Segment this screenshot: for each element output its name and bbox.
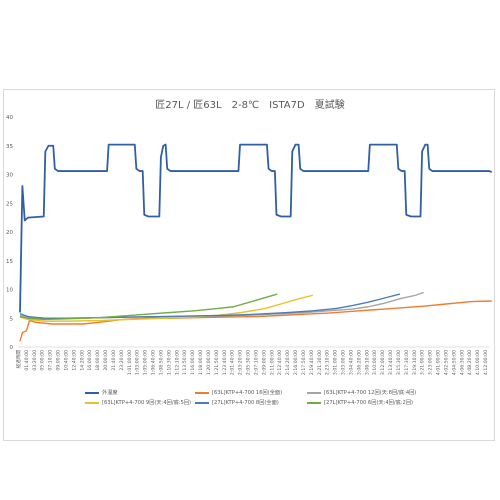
x-tick-label: 3:19:10:00 xyxy=(412,350,418,375)
legend-item-63l-12: [63L]KTP+4-700 12回(天:8回/底:4回) xyxy=(307,389,416,396)
x-tick-label: 2:16:00:00 xyxy=(293,350,299,375)
legend-swatch xyxy=(85,401,99,404)
y-tick-label: 30 xyxy=(6,173,13,179)
x-tick-label: 3:21:00:00 xyxy=(420,350,426,375)
y-tick-label: 15 xyxy=(6,259,13,265)
legend-label: [63L]KTP+4-700 12回(天:8回/底:4回) xyxy=(324,390,417,396)
x-tick-label: 2:14:20:00 xyxy=(285,350,291,375)
x-tick-label: 3:03:00:00 xyxy=(341,350,347,375)
y-tick-label: 35 xyxy=(6,144,13,150)
x-tick-label: 1:08:50:00 xyxy=(158,350,164,375)
x-tick-label: 14:20:00 xyxy=(79,350,85,371)
series-line-3 xyxy=(19,294,314,322)
legend-swatch xyxy=(85,391,99,394)
x-tick-label: 20:00:00 xyxy=(103,350,109,371)
series-lines xyxy=(19,143,493,342)
x-tick-label: 05:00:00 xyxy=(40,350,46,371)
x-tick-label: 2:09:00:00 xyxy=(261,350,267,375)
y-tick-label: 10 xyxy=(6,288,13,294)
x-tick-label: 1:23:40:00 xyxy=(222,350,228,375)
x-tick-label: 4:12:00:00 xyxy=(483,350,489,375)
legend-item-27l-8: [27L]KTP+4-700 8回(全面) xyxy=(195,399,279,406)
x-tick-label: 2:05:30:00 xyxy=(246,350,252,375)
legend-item-outside-temp: 外温度 xyxy=(85,389,118,396)
legend-swatch xyxy=(195,401,209,404)
series-line-1 xyxy=(19,300,492,342)
x-tick-label: 1:18:00:00 xyxy=(198,350,204,375)
x-tick-label: 3:01:00:00 xyxy=(333,350,339,375)
x-tick-label: 2:17:50:00 xyxy=(301,350,307,375)
legend-label: [63L]KTP+4-700 9回(天:4回/底:5回) xyxy=(102,400,192,406)
legend-item-27l-6: [27L]KTP+4-700 6回(天:4回/底:2回) xyxy=(307,399,413,406)
chart-frame xyxy=(3,89,495,441)
x-tick-label: 2:21:30:00 xyxy=(317,350,323,375)
x-tick-label: 3:08:10:00 xyxy=(364,350,370,375)
legend-label: 外温度 xyxy=(102,390,118,396)
x-tick-label: 09:00:00 xyxy=(56,350,62,371)
x-tick-label: 4:06:30:00 xyxy=(459,350,465,375)
x-tick-label: 1:12:10:00 xyxy=(174,350,180,375)
x-tick-label: 3:06:20:00 xyxy=(356,350,362,375)
legend-swatch xyxy=(195,391,209,394)
x-tick-label: 1:06:40:00 xyxy=(151,350,157,375)
x-tick-label: 4:02:50:00 xyxy=(443,350,449,375)
x-tick-label: 1:10:30:00 xyxy=(166,350,172,375)
x-tick-label: 2:19:40:00 xyxy=(309,350,315,375)
x-tick-label: 経過時間 xyxy=(15,350,22,369)
legend-label: [27L]KTP+4-700 6回(天:4回/底:2回) xyxy=(324,400,414,406)
legend-swatch xyxy=(307,401,321,404)
x-tick-label: 1:13:50:00 xyxy=(182,350,188,375)
x-tick-label: 21:40:00 xyxy=(111,350,117,371)
x-tick-label: 3:15:30:00 xyxy=(396,350,402,375)
x-tick-label: 2:01:40:00 xyxy=(230,350,236,375)
x-tick-label: 1:21:50:00 xyxy=(214,350,220,375)
x-tick-label: 10:40:00 xyxy=(63,350,69,371)
series-line-0 xyxy=(19,143,493,313)
x-tick-label: 4:04:50:00 xyxy=(451,350,457,375)
x-tick-label: 3:13:40:00 xyxy=(388,350,394,375)
x-tick-label: 03:20:00 xyxy=(32,350,38,371)
x-tick-label: 3:04:40:00 xyxy=(348,350,354,375)
legend-swatch xyxy=(307,391,321,394)
legend-item-63l-9: [63L]KTP+4-700 9回(天:4回/底:5回) xyxy=(85,399,191,406)
x-tick-label: 4:08:20:00 xyxy=(467,350,473,375)
x-tick-label: 07:10:00 xyxy=(48,350,54,371)
x-tick-label: 18:00:00 xyxy=(95,350,101,371)
x-tick-label: 4:01:00:00 xyxy=(436,350,442,375)
x-tick-label: 3:17:30:00 xyxy=(404,350,410,375)
y-tick-label: 20 xyxy=(6,230,13,236)
x-tick-label: 4:10:00:00 xyxy=(475,350,481,375)
y-tick-label: 5 xyxy=(10,316,14,322)
legend-label: [63L]KTP+4-700 16回(全面) xyxy=(212,390,283,396)
y-tick-label: 25 xyxy=(6,201,13,207)
y-axis: 0 5 10 15 20 25 30 35 40 xyxy=(6,115,14,351)
x-tick-label: 1:01:00:00 xyxy=(127,350,133,375)
x-tick-label: 1:03:00:00 xyxy=(135,350,141,375)
x-tick-label: 2:07:10:00 xyxy=(253,350,259,375)
x-tick-label: 1:16:00:00 xyxy=(190,350,196,375)
x-tick-label: 1:20:00:00 xyxy=(206,350,212,375)
legend-item-63l-16: [63L]KTP+4-700 16回(全面) xyxy=(195,389,282,396)
x-tick-label: 3:12:00:00 xyxy=(380,350,386,375)
x-tick-label: 2:11:00:00 xyxy=(269,350,275,375)
chart-title: 匠27L / 匠63L 2-8℃ ISTA7D 夏試験 xyxy=(155,100,345,111)
x-tick-label: 12:40:00 xyxy=(71,350,77,371)
y-tick-label: 0 xyxy=(10,345,14,351)
x-tick-label: 23:20:00 xyxy=(119,350,125,371)
x-tick-label: 3:10:00:00 xyxy=(372,350,378,375)
x-tick-label: 2:12:40:00 xyxy=(277,350,283,375)
series-line-5 xyxy=(19,293,278,321)
x-tick-label: 1:05:00:00 xyxy=(143,350,149,375)
x-tick-label: 2:03:20:00 xyxy=(238,350,244,375)
x-axis: 経過時間 01:40:00 03:20:00 05:00:00 07:10:00 09:0… xyxy=(15,346,489,375)
series-line-4 xyxy=(19,293,401,319)
x-tick-label: 01:40:00 xyxy=(24,350,30,371)
x-tick-label: 3:23:00:00 xyxy=(428,350,434,375)
y-tick-label: 40 xyxy=(6,115,13,121)
x-tick-label: 2:23:10:00 xyxy=(325,350,331,375)
legend-label: [27L]KTP+4-700 8回(全面) xyxy=(212,400,279,406)
x-tick-label: 16:00:00 xyxy=(87,350,93,371)
